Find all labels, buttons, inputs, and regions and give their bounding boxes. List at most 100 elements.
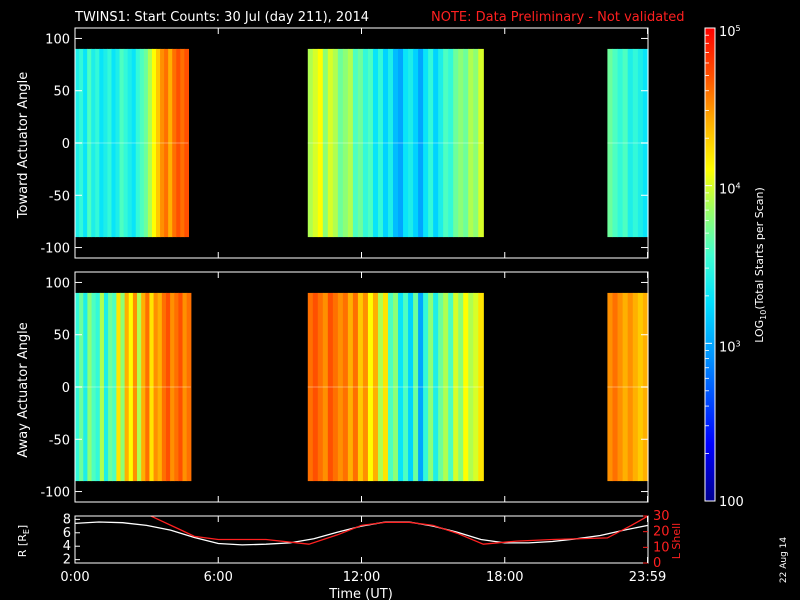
- away-cell: [443, 292, 449, 482]
- toward-cell: [168, 48, 173, 238]
- away-ytick-label: 100: [45, 276, 70, 291]
- toward-cell: [393, 48, 399, 238]
- away-cell: [362, 292, 369, 482]
- toward-cell: [362, 48, 369, 238]
- toward-cell: [478, 48, 484, 238]
- away-cell: [95, 292, 101, 482]
- away-cell: [428, 292, 434, 482]
- away-cell: [423, 292, 429, 482]
- away-cell: [347, 292, 354, 482]
- away-cell: [438, 292, 444, 482]
- away-cell: [307, 292, 314, 482]
- away-cell: [408, 292, 414, 482]
- toward-cell: [139, 48, 145, 238]
- away-cell: [91, 292, 97, 482]
- colorbar-gradient: [705, 28, 715, 501]
- orbit-ytick-left-label: 4: [63, 539, 71, 554]
- away-cell: [312, 292, 319, 482]
- toward-ytick-label: 100: [45, 32, 70, 47]
- away-cell: [473, 292, 479, 482]
- toward-cell: [135, 48, 141, 238]
- away-cell: [413, 292, 419, 482]
- toward-cell: [357, 48, 364, 238]
- away-ytick-label: 0: [62, 381, 70, 396]
- toward-cell: [408, 48, 414, 238]
- away-cell: [632, 292, 639, 482]
- time-tick-label: 0:00: [60, 570, 89, 585]
- away-cell: [453, 292, 459, 482]
- toward-cell: [398, 48, 404, 238]
- toward-cell: [99, 48, 104, 238]
- time-tick-label: 12:00: [343, 570, 380, 585]
- away-cell: [120, 292, 126, 482]
- orbit-ytick-right-label: 0: [653, 556, 661, 571]
- away-cell: [398, 292, 404, 482]
- away-cell: [403, 292, 409, 482]
- toward-cell: [352, 48, 359, 238]
- toward-cell: [622, 48, 629, 238]
- away-cell: [388, 292, 394, 482]
- toward-cell: [632, 48, 639, 238]
- away-cell: [468, 292, 474, 482]
- away-cell: [149, 292, 155, 482]
- orbit-ylabel-left: R [RE]: [16, 525, 31, 557]
- toward-cell: [103, 48, 109, 238]
- toward-cell: [160, 48, 165, 238]
- toward-heatmap-panel: 100 50 0 -50 -100: [40, 27, 649, 259]
- time-tick-label: 6:00: [204, 570, 233, 585]
- away-cell: [141, 292, 146, 482]
- orbit-ytick-left-label: 2: [63, 553, 71, 568]
- away-ytick-label: -100: [40, 486, 70, 501]
- away-cell: [137, 292, 142, 482]
- away-cell: [622, 292, 629, 482]
- toward-cell: [403, 48, 409, 238]
- away-cell: [627, 292, 634, 482]
- away-cell: [145, 292, 151, 482]
- toward-cell: [131, 48, 137, 238]
- away-cell: [393, 292, 399, 482]
- r-earth-line: [75, 521, 648, 546]
- away-cell: [458, 292, 464, 482]
- toward-cell: [127, 48, 133, 238]
- away-cell: [153, 292, 159, 482]
- away-ytick-label: 50: [53, 329, 70, 344]
- away-cell: [357, 292, 364, 482]
- toward-cell: [377, 48, 384, 238]
- toward-cell: [337, 48, 344, 238]
- toward-cell: [180, 48, 185, 238]
- away-cell: [342, 292, 349, 482]
- away-cell: [463, 292, 469, 482]
- orbit-ytick-left-label: 6: [63, 526, 71, 541]
- colorbar-ticks: 105 104 103 100: [705, 24, 744, 510]
- orbit-ytick-right-label: 10: [653, 540, 670, 555]
- toward-cell: [151, 48, 157, 238]
- away-cell: [128, 292, 134, 482]
- toward-ylabel: Toward Actuator Angle: [16, 72, 31, 219]
- away-cell: [607, 292, 614, 482]
- away-cell: [174, 292, 179, 482]
- toward-cell: [473, 48, 479, 238]
- toward-cell: [372, 48, 379, 238]
- toward-cell: [388, 48, 394, 238]
- away-cell: [418, 292, 424, 482]
- toward-cell: [115, 48, 121, 238]
- orbit-ytick-left-label: 8: [63, 512, 71, 527]
- toward-cell: [463, 48, 469, 238]
- away-cell: [478, 292, 484, 482]
- away-cell: [433, 292, 439, 482]
- toward-cell: [342, 48, 349, 238]
- toward-cell: [382, 48, 389, 238]
- away-cell: [352, 292, 359, 482]
- away-cell: [617, 292, 624, 482]
- colorbar-tick-label: 100: [719, 495, 744, 510]
- toward-cell: [107, 48, 113, 238]
- toward-cell: [607, 48, 614, 238]
- away-cell: [170, 292, 175, 482]
- toward-cell: [184, 48, 190, 238]
- toward-cell: [156, 48, 161, 238]
- toward-cell: [95, 48, 100, 238]
- away-cell: [116, 292, 122, 482]
- toward-cell: [317, 48, 324, 238]
- away-cell: [161, 292, 167, 482]
